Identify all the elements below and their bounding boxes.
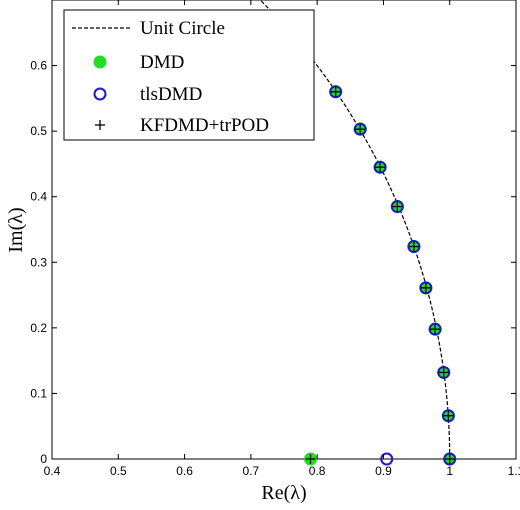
x-axis-label: Re(λ) bbox=[261, 482, 306, 504]
legend-dmd-swatch bbox=[93, 55, 107, 69]
tlsdmd-point bbox=[353, 122, 367, 136]
x-tick-label: 1.1 bbox=[508, 464, 520, 478]
tlsdmd-point bbox=[428, 322, 442, 336]
kfdmd-trpod-point bbox=[438, 367, 449, 378]
tlsdmd-point bbox=[407, 240, 421, 254]
x-tick-label: 0.5 bbox=[110, 464, 127, 478]
y-tick-label: 0.6 bbox=[30, 59, 47, 73]
kfdmd-trpod-point bbox=[430, 324, 441, 335]
legend-box bbox=[63, 9, 315, 141]
legend-label-kfdmd-trpod: KFDMD+trPOD bbox=[140, 115, 269, 136]
tlsdmd-point bbox=[443, 452, 457, 466]
tlsdmd-point bbox=[390, 200, 404, 214]
legend: Unit Circle DMD tlsDMD KFDMD+trPOD bbox=[63, 9, 315, 141]
y-tick-label: 0.4 bbox=[30, 190, 47, 204]
legend-tlsdmd-swatch bbox=[93, 87, 107, 101]
y-tick-label: 0.1 bbox=[30, 386, 47, 400]
y-axis-label: Im(λ) bbox=[5, 207, 27, 252]
kfdmd-trpod-point bbox=[420, 282, 431, 293]
y-tick-label: 0.5 bbox=[30, 124, 47, 138]
x-tick-label: 0.7 bbox=[243, 464, 260, 478]
y-tick-label: 0.2 bbox=[30, 321, 47, 335]
tlsdmd-point bbox=[373, 160, 387, 174]
tlsdmd-point bbox=[441, 409, 455, 423]
x-tick-label: 1 bbox=[446, 464, 453, 478]
tlsdmd-point bbox=[437, 365, 451, 379]
kfdmd-trpod-point bbox=[375, 162, 386, 173]
legend-label-unit-circle: Unit Circle bbox=[140, 18, 225, 39]
tlsdmd-point bbox=[329, 85, 343, 99]
kfdmd-trpod-point bbox=[305, 454, 316, 464]
kfdmd-trpod-point bbox=[355, 124, 366, 135]
x-tick-label: 0.6 bbox=[176, 464, 193, 478]
y-tick-label: 0.3 bbox=[30, 255, 47, 269]
tlsdmd-point bbox=[380, 452, 394, 466]
x-tick-label: 0.9 bbox=[375, 464, 392, 478]
kfdmd-trpod-point bbox=[408, 241, 419, 252]
axis-ticks-layer: 0.4 0.5 0.6 0.7 0.8 0.9 1 1.1 0 0.1 0.2 0.3 0.4 0.5 0.… bbox=[30, 0, 520, 478]
data-marks-layer bbox=[304, 85, 457, 466]
legend-kfdmd-swatch bbox=[95, 120, 105, 130]
legend-label-tlsdmd: tlsDMD bbox=[140, 84, 202, 105]
kfdmd-trpod-point bbox=[392, 201, 403, 212]
x-tick-label: 0.8 bbox=[309, 464, 326, 478]
kfdmd-trpod-point bbox=[443, 410, 454, 421]
x-tick-label: 0.4 bbox=[44, 464, 61, 478]
kfdmd-trpod-point bbox=[330, 86, 341, 97]
legend-label-dmd: DMD bbox=[140, 52, 184, 73]
tlsdmd-point bbox=[419, 281, 433, 295]
y-tick-label: 0 bbox=[40, 452, 47, 466]
